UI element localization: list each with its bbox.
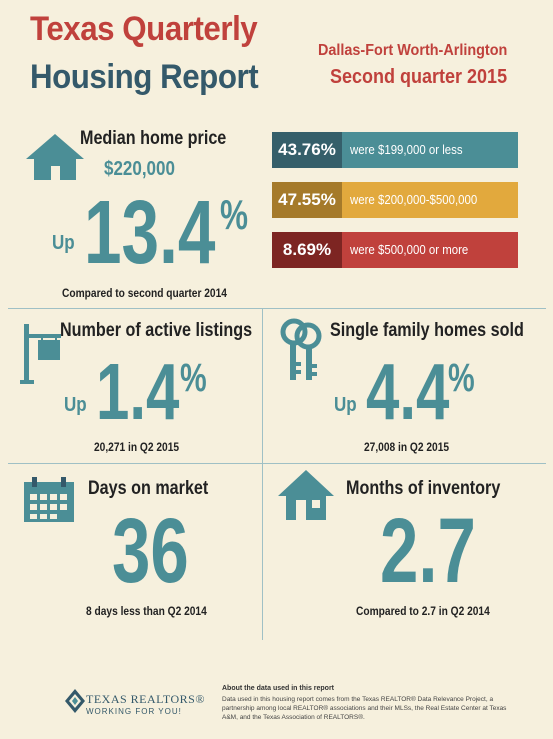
keys-icon [280, 318, 322, 380]
page-title-line2: Housing Report [30, 58, 259, 96]
homes-sold-title: Single family homes sold [330, 320, 524, 341]
divider [8, 463, 546, 464]
price-band-mid-pct: 47.55% [272, 182, 342, 218]
price-band-low-pct: 43.76% [272, 132, 342, 168]
median-price-unit: % [220, 191, 249, 238]
price-band-high-label: were $500,000 or more [350, 242, 469, 257]
active-listings-unit: % [180, 356, 207, 400]
months-inventory-value: 2.7 [380, 500, 476, 602]
for-sale-sign-icon [20, 324, 61, 384]
texas-realtors-logo-icon [65, 689, 85, 713]
price-band-mid-label: were $200,000-$500,000 [350, 192, 478, 207]
price-band-mid: 47.55% were $200,000-$500,000 [272, 182, 518, 218]
days-on-market-value: 36 [112, 500, 189, 602]
median-price-value: $220,000 [104, 158, 175, 180]
median-price-direction: Up [52, 232, 75, 254]
active-listings-note: 20,271 in Q2 2015 [94, 440, 180, 454]
about-body: Data used in this housing report comes f… [222, 696, 507, 721]
region-label: Dallas-Fort Worth-Arlington [318, 42, 508, 59]
median-price-title: Median home price [80, 128, 227, 149]
homes-sold-change: 4.4 [366, 347, 450, 436]
homes-sold-direction: Up [334, 394, 357, 416]
logo-tagline: WORKING FOR YOU! [86, 707, 182, 716]
price-band-high-pct: 8.69% [272, 232, 342, 268]
price-band-high: 8.69% were $500,000 or more [272, 232, 518, 268]
median-price-change: 13.4 [84, 183, 216, 283]
active-listings-title: Number of active listings [60, 320, 253, 341]
homes-sold-note: 27,008 in Q2 2015 [364, 440, 450, 454]
months-inventory-title: Months of inventory [346, 478, 501, 499]
homes-sold-unit: % [448, 356, 475, 400]
house-icon [26, 134, 84, 180]
page-title-line1: Texas Quarterly [30, 10, 258, 48]
about-title: About the data used in this report [222, 685, 335, 692]
calendar-icon [24, 477, 74, 522]
days-on-market-note: 8 days less than Q2 2014 [86, 604, 207, 618]
price-band-low: 43.76% were $199,000 or less [272, 132, 518, 168]
divider [262, 308, 263, 640]
period-label: Second quarter 2015 [330, 66, 508, 88]
active-listings-direction: Up [64, 394, 87, 416]
months-inventory-note: Compared to 2.7 in Q2 2014 [356, 604, 490, 618]
home-inventory-icon [278, 470, 334, 520]
median-price-note: Compared to second quarter 2014 [62, 286, 227, 300]
active-listings-change: 1.4 [96, 347, 180, 436]
days-on-market-title: Days on market [88, 478, 209, 499]
logo-text: TEXAS REALTORS® [86, 692, 205, 706]
divider [8, 308, 546, 309]
price-band-low-label: were $199,000 or less [350, 142, 463, 157]
